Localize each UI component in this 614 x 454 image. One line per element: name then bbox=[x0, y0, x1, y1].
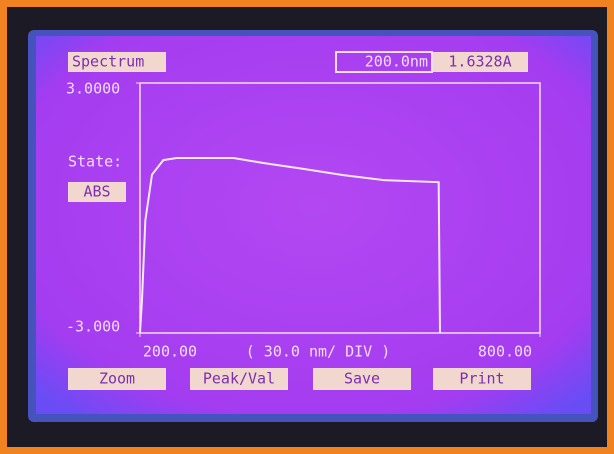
x-tick-label: 200.00 bbox=[143, 343, 197, 361]
screenshot: Spectrum 200.0nm 1.6328A State: ABS 3.00… bbox=[0, 0, 614, 454]
y-tick-label: -3.000 bbox=[66, 318, 120, 336]
state-mode: ABS bbox=[83, 183, 110, 201]
wavelength: 200.0nm bbox=[365, 53, 428, 71]
absorbance: 1.6328A bbox=[448, 53, 511, 71]
button-label: Peak/Val bbox=[203, 370, 275, 388]
state-label: State: bbox=[68, 153, 122, 171]
button-label: Save bbox=[344, 370, 380, 388]
x-tick-label: 800.00 bbox=[478, 343, 532, 361]
button-label: Zoom bbox=[99, 370, 135, 388]
y-tick-label: 3.0000 bbox=[66, 80, 120, 98]
title: Spectrum bbox=[72, 53, 144, 71]
button-label: Print bbox=[459, 370, 504, 388]
x-scale-label: ( 30.0 nm/ DIV ) bbox=[246, 343, 391, 361]
